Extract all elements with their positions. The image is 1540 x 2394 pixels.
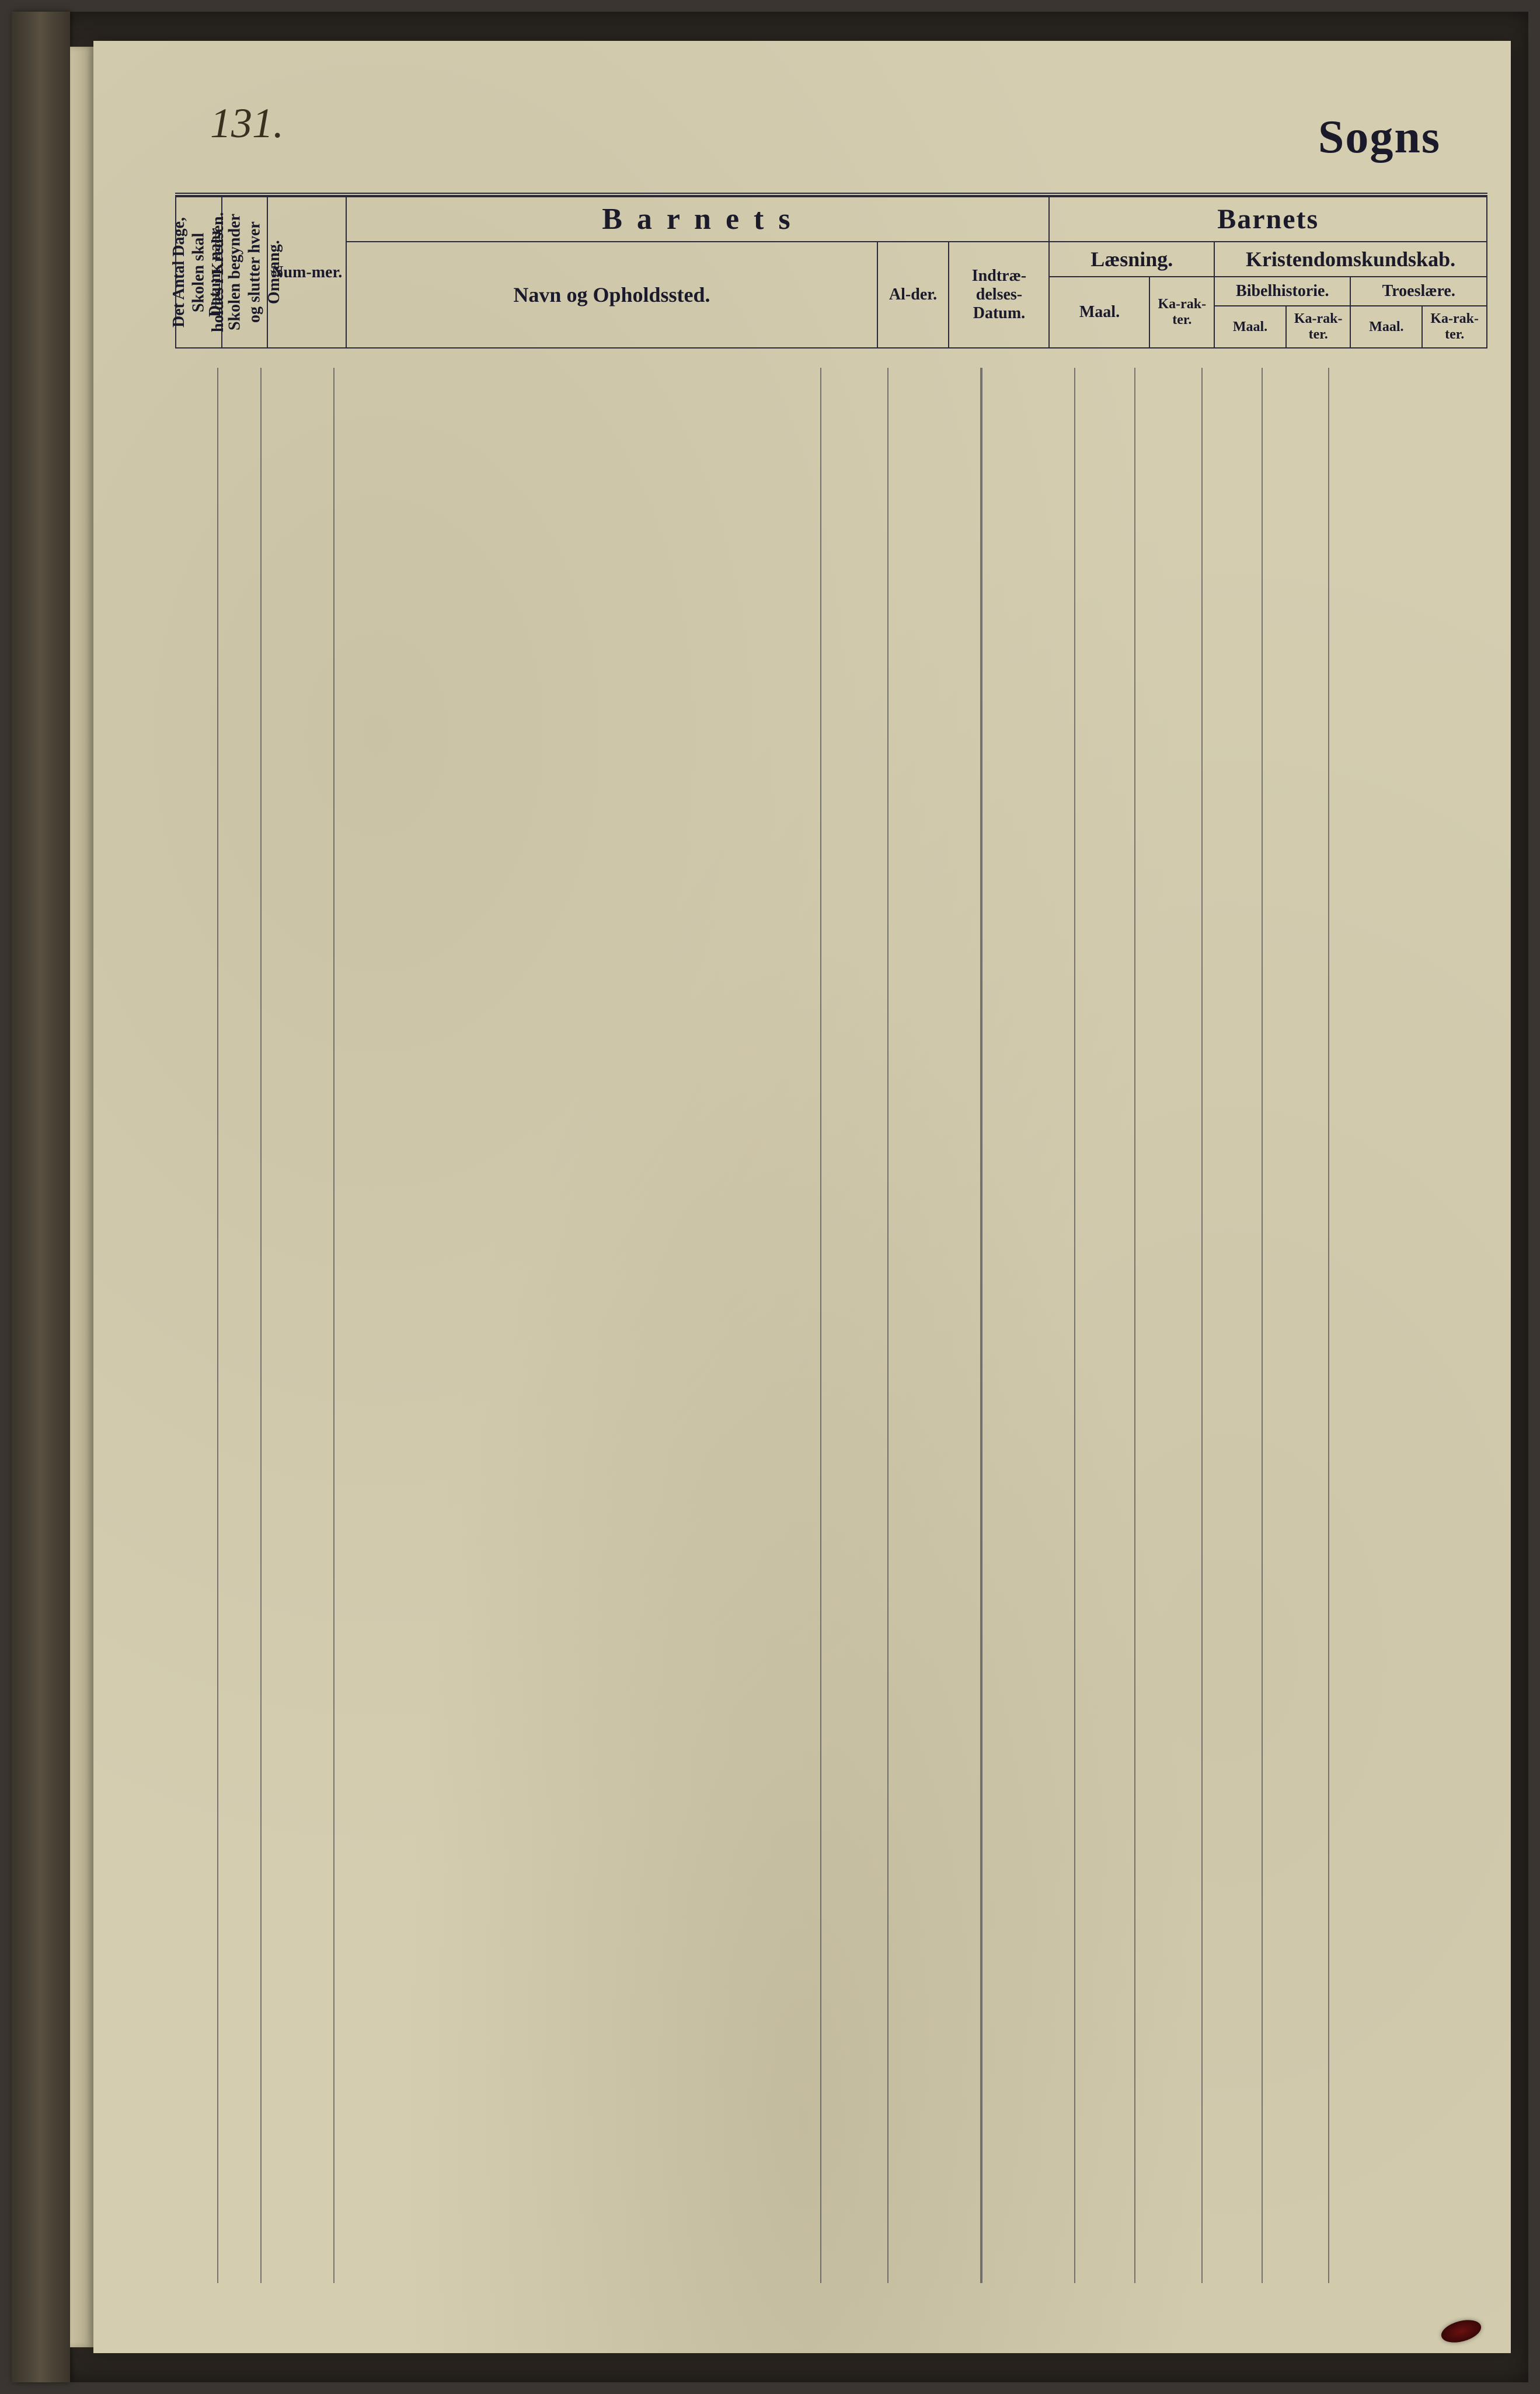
col-indtraedelse: Indtræ-delses-Datum. <box>949 242 1049 348</box>
col-troes-kar: Ka-rak-ter. <box>1422 306 1487 348</box>
col-laesning-kar: Ka-rak-ter. <box>1149 277 1214 348</box>
ledger-table: Det Antal Dage, Skolen skal holdes i Kre… <box>175 193 1487 2283</box>
col-alder: Al-der. <box>877 242 949 348</box>
col-navn: Navn og Opholdssted. <box>346 242 877 348</box>
book-binding <box>12 12 70 2382</box>
col-bibel-kar: Ka-rak-ter. <box>1286 306 1351 348</box>
col-laesning: Læsning. <box>1049 242 1214 277</box>
col-troes-maal: Maal. <box>1350 306 1422 348</box>
col-bibelhistorie: Bibelhistorie. <box>1214 277 1350 306</box>
col-laesning-maal: Maal. <box>1049 277 1149 348</box>
span-barnets-left: B a r n e t s <box>346 197 1049 242</box>
table-body-rules <box>175 368 1487 2283</box>
span-barnets-right: Barnets <box>1049 197 1487 242</box>
col-datum-omgang: Datum, naar Skolen begynder og slutter h… <box>222 197 268 348</box>
page-title: Sogns <box>1318 111 1441 164</box>
col-kristendom: Kristendomskundskab. <box>1214 242 1487 277</box>
ledger-page: 131. Sogns Det Antal Dage, Skolen skal h… <box>93 41 1511 2353</box>
page-number: 131. <box>210 99 284 148</box>
col-troeslaere: Troeslære. <box>1350 277 1487 306</box>
col-bibel-maal: Maal. <box>1214 306 1286 348</box>
book-scan: 131. Sogns Det Antal Dage, Skolen skal h… <box>12 12 1528 2382</box>
page-stack-edge <box>70 47 93 2347</box>
table-header: Det Antal Dage, Skolen skal holdes i Kre… <box>175 196 1487 349</box>
